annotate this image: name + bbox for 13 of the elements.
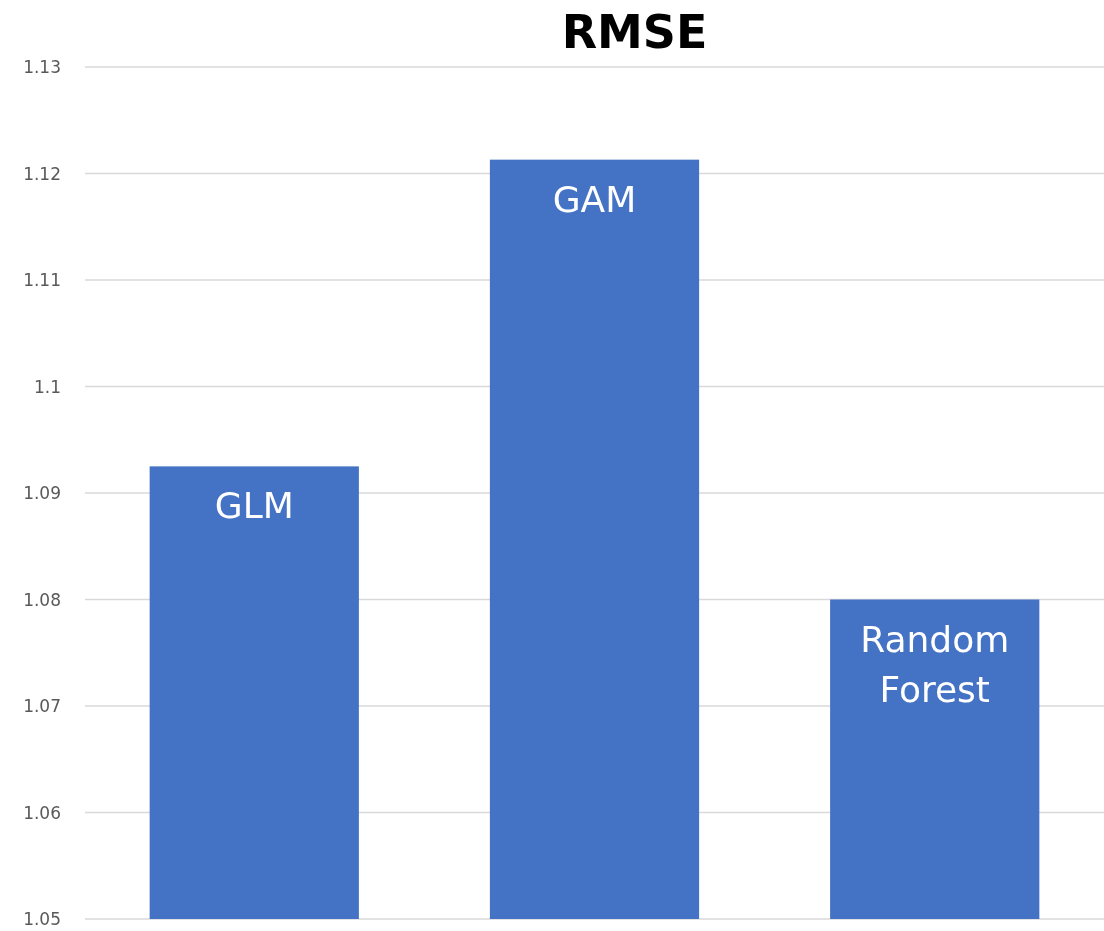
x-tick-label: Random Forest [860,618,1010,710]
y-tick-label: 1.11 [23,270,61,290]
y-tick-label: 1.09 [23,483,61,503]
y-tick-label: 1.07 [23,696,61,716]
y-tick-label: 1.05 [23,909,61,929]
x-tick-label: GLM [214,485,294,527]
y-tick-label: 1.1 [33,376,61,397]
y-tick-label: 1.08 [23,589,61,610]
y-tick-label: 1.06 [23,802,61,823]
y-tick-label: 1.13 [23,57,61,77]
chart-title: RMSE [561,5,708,59]
y-tick-label: 1.12 [23,163,61,184]
x-tick-label: GAM [552,178,637,220]
